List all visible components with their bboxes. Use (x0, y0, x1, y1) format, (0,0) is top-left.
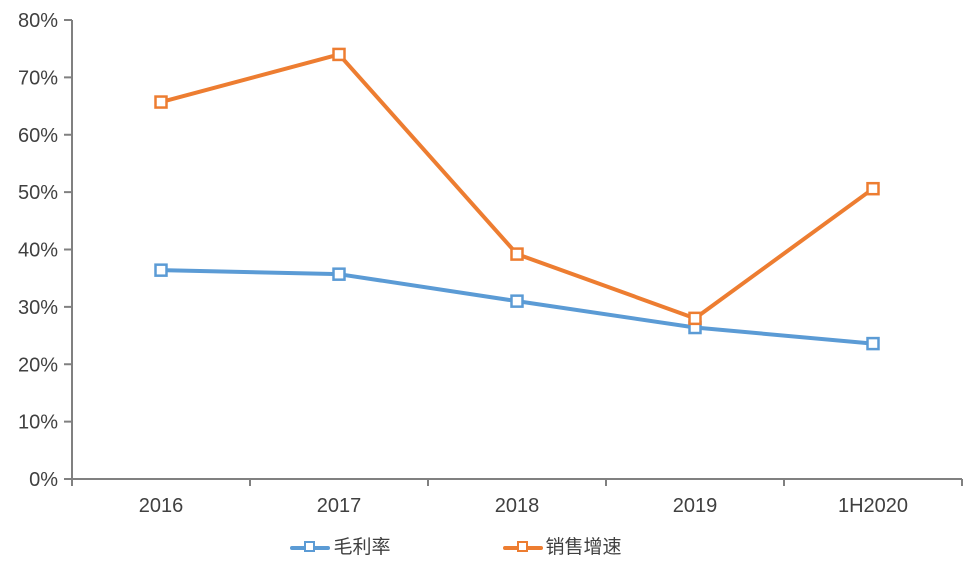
data-point-marker-sales-growth[interactable] (154, 95, 168, 109)
y-axis-tick-label: 20% (18, 354, 58, 376)
y-axis-tick-label: 70% (18, 67, 58, 89)
legend-item-sales-growth[interactable]: 销售增速 (502, 536, 622, 558)
legend-square-icon (516, 541, 528, 552)
data-point-marker-gross-margin[interactable] (510, 294, 524, 308)
y-axis-tick-label: 30% (18, 297, 58, 319)
data-point-marker-gross-margin[interactable] (866, 336, 880, 351)
x-axis-category-label: 2016 (139, 495, 184, 517)
y-axis-tick-label: 50% (18, 182, 58, 204)
legend-label-gross-margin: 毛利率 (333, 536, 391, 558)
data-point-marker-gross-margin[interactable] (332, 267, 346, 281)
legend-marker-gross-margin-icon (290, 540, 331, 554)
legend-square-icon (304, 541, 316, 552)
legend-marker-sales-growth-icon (502, 540, 543, 554)
y-axis-tick-label: 0% (29, 469, 58, 491)
legend-item-gross-margin[interactable]: 毛利率 (290, 536, 391, 558)
legend-label-sales-growth: 销售增速 (545, 536, 622, 558)
y-axis-tick-label: 10% (18, 412, 58, 434)
data-point-marker-sales-growth[interactable] (510, 247, 524, 261)
series-line-sales-growth (159, 52, 875, 321)
x-axis-category-label: 2018 (495, 495, 540, 517)
data-point-marker-sales-growth[interactable] (332, 47, 346, 62)
x-axis-category-label: 1H2020 (838, 495, 908, 517)
data-point-marker-sales-growth[interactable] (866, 181, 880, 196)
data-point-marker-gross-margin[interactable] (154, 263, 168, 277)
x-axis-category-label: 2017 (317, 495, 362, 517)
y-axis-tick-label: 80% (18, 10, 58, 32)
y-axis-tick-label: 40% (18, 240, 58, 262)
chart-legend: 毛利率 销售增速 (0, 533, 942, 561)
x-axis-category-label: 2019 (673, 495, 718, 517)
data-point-marker-sales-growth[interactable] (688, 311, 702, 326)
y-axis-tick-label: 60% (18, 125, 58, 147)
